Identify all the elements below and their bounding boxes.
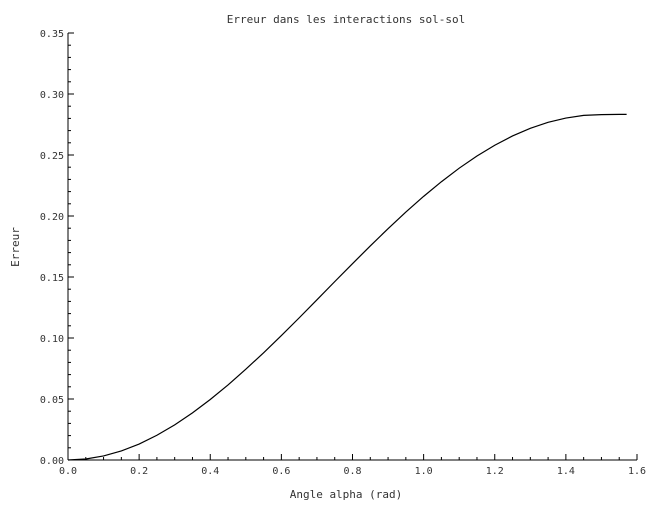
- y-tick-label: 0.15: [40, 273, 64, 284]
- x-axis-label: Angle alpha (rad): [290, 488, 403, 501]
- axes: [67, 33, 637, 461]
- series-line: [67, 113, 627, 461]
- x-tick-label: 0.0: [59, 466, 77, 477]
- x-tick-label: 1.6: [628, 466, 646, 477]
- x-tick-label: 1.2: [486, 466, 504, 477]
- x-tick-label: 0.4: [201, 466, 219, 477]
- y-axis-label: Erreur: [9, 227, 22, 267]
- ticks: 0.0 0.2 0.4 0.6 0.8 1.0 1.2 1.4 1.6 0.00 0.05 0.10 0…: [40, 29, 646, 477]
- x-tick-label: 0.8: [343, 466, 361, 477]
- x-tick-label: 0.6: [272, 466, 290, 477]
- y-tick-label: 0.00: [40, 456, 64, 467]
- chart-title: Erreur dans les interactions sol-sol: [227, 13, 465, 26]
- series: [67, 113, 627, 461]
- x-tick-label: 1.4: [557, 466, 575, 477]
- y-tick-label: 0.25: [40, 151, 64, 162]
- y-tick-label: 0.05: [40, 395, 64, 406]
- y-tick-label: 0.10: [40, 334, 64, 345]
- y-tick-label: 0.35: [40, 29, 64, 40]
- x-tick-label: 0.2: [130, 466, 148, 477]
- y-tick-label: 0.20: [40, 212, 64, 223]
- y-tick-label: 0.30: [40, 90, 64, 101]
- x-tick-label: 1.0: [415, 466, 433, 477]
